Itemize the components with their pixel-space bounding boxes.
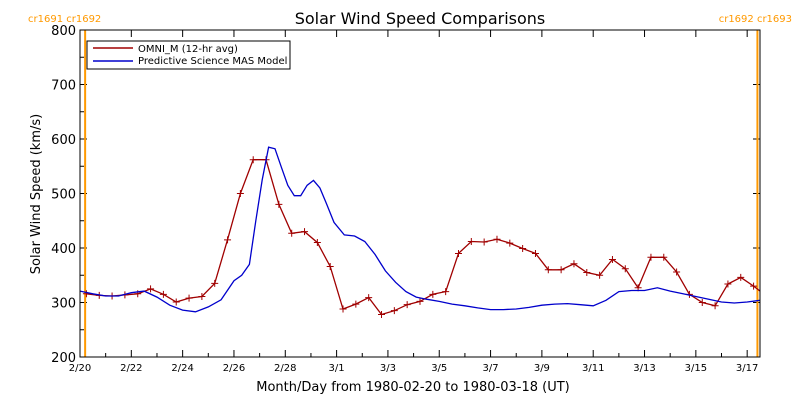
data-point <box>711 302 719 310</box>
data-point <box>159 290 167 298</box>
plot-frame <box>79 29 761 358</box>
x-tick-label: 3/5 <box>431 363 447 374</box>
data-point <box>211 279 219 287</box>
data-point <box>506 239 514 247</box>
data-point <box>429 290 437 298</box>
series-line-model <box>80 146 760 313</box>
data-point <box>416 297 424 305</box>
x-tick-label: 2/24 <box>171 363 193 374</box>
legend-box <box>86 40 291 70</box>
data-point <box>763 292 770 299</box>
y-tick-label: 600 <box>51 133 76 148</box>
chart-title: Solar Wind Speed Comparisons <box>295 9 546 28</box>
y-tick-label: 200 <box>51 351 76 366</box>
data-point <box>403 301 411 309</box>
data-point <box>82 290 90 298</box>
data-point <box>442 288 450 296</box>
data-point <box>660 253 668 261</box>
data-point <box>737 273 745 281</box>
axes: 200 300 400 500 600 700 800 2/20 2/22 2/24 2/26 2/2… <box>51 24 760 374</box>
data-point <box>378 310 386 318</box>
y-tick-label: 300 <box>51 297 76 312</box>
y-tick-label: 500 <box>51 188 76 203</box>
data-point <box>467 237 475 245</box>
legend-label-omni: OMNI_M (12-hr avg) <box>138 44 238 55</box>
data-point <box>339 305 347 313</box>
data-point <box>544 266 552 274</box>
x-tick-label: 3/1 <box>329 363 345 374</box>
data-point <box>454 249 462 257</box>
data-point <box>301 228 309 236</box>
data-point <box>288 229 296 237</box>
data-point <box>673 268 681 276</box>
data-point <box>519 245 527 253</box>
data-point <box>249 156 257 164</box>
series-line-omni <box>86 159 760 316</box>
x-axis-label: Month/Day from 1980-02-20 to 1980-03-18 … <box>256 380 569 395</box>
rotation-markers: cr1691 cr1692 cr1692 cr1693 <box>28 14 792 357</box>
data-point <box>313 239 321 247</box>
data-point <box>326 263 334 271</box>
x-tick-label: 2/22 <box>120 363 142 374</box>
data-point <box>390 307 398 315</box>
x-tick-label: 3/15 <box>685 363 707 374</box>
x-tick-label: 2/28 <box>274 363 296 374</box>
x-tick-label: 3/13 <box>633 363 655 374</box>
rotation-marker-label: cr1691 cr1692 <box>28 14 101 25</box>
data-point <box>557 266 565 274</box>
data-point <box>185 294 193 302</box>
data-point <box>224 236 232 244</box>
data-point <box>147 285 155 293</box>
x-tick-label: 3/7 <box>483 363 499 374</box>
data-point <box>531 249 539 257</box>
data-point <box>275 200 283 208</box>
data-point <box>583 269 591 277</box>
data-point <box>198 293 206 301</box>
rotation-marker-label: cr1692 cr1693 <box>719 14 792 25</box>
data-point <box>493 235 501 243</box>
legend-label-model: Predictive Science MAS Model <box>138 56 287 67</box>
x-tick-label: 2/20 <box>69 363 91 374</box>
data-point <box>570 260 578 268</box>
data-point <box>750 282 758 290</box>
data-point <box>774 298 781 305</box>
y-axis-label: Solar Wind Speed (km/s) <box>29 114 44 274</box>
x-tick-label: 3/17 <box>736 363 758 374</box>
data-point <box>480 238 488 246</box>
data-point <box>698 299 706 306</box>
data-point <box>647 253 655 261</box>
y-tick-label: 400 <box>51 242 76 257</box>
y-tick-label: 700 <box>51 79 76 94</box>
data-point <box>596 271 604 279</box>
legend: OMNI_M (12-hr avg) Predictive Science MA… <box>86 40 291 70</box>
series-layer <box>80 146 781 318</box>
y-tick-label: 800 <box>51 24 76 39</box>
data-point <box>621 265 629 273</box>
data-point <box>608 255 616 263</box>
data-point <box>236 190 244 197</box>
data-point <box>724 280 732 288</box>
x-tick-label: 2/26 <box>223 363 245 374</box>
x-tick-label: 3/11 <box>582 363 604 374</box>
data-point <box>172 298 180 306</box>
x-tick-label: 3/3 <box>380 363 396 374</box>
x-tick-label: 3/9 <box>534 363 550 374</box>
data-point <box>365 294 373 302</box>
data-point <box>352 300 360 308</box>
